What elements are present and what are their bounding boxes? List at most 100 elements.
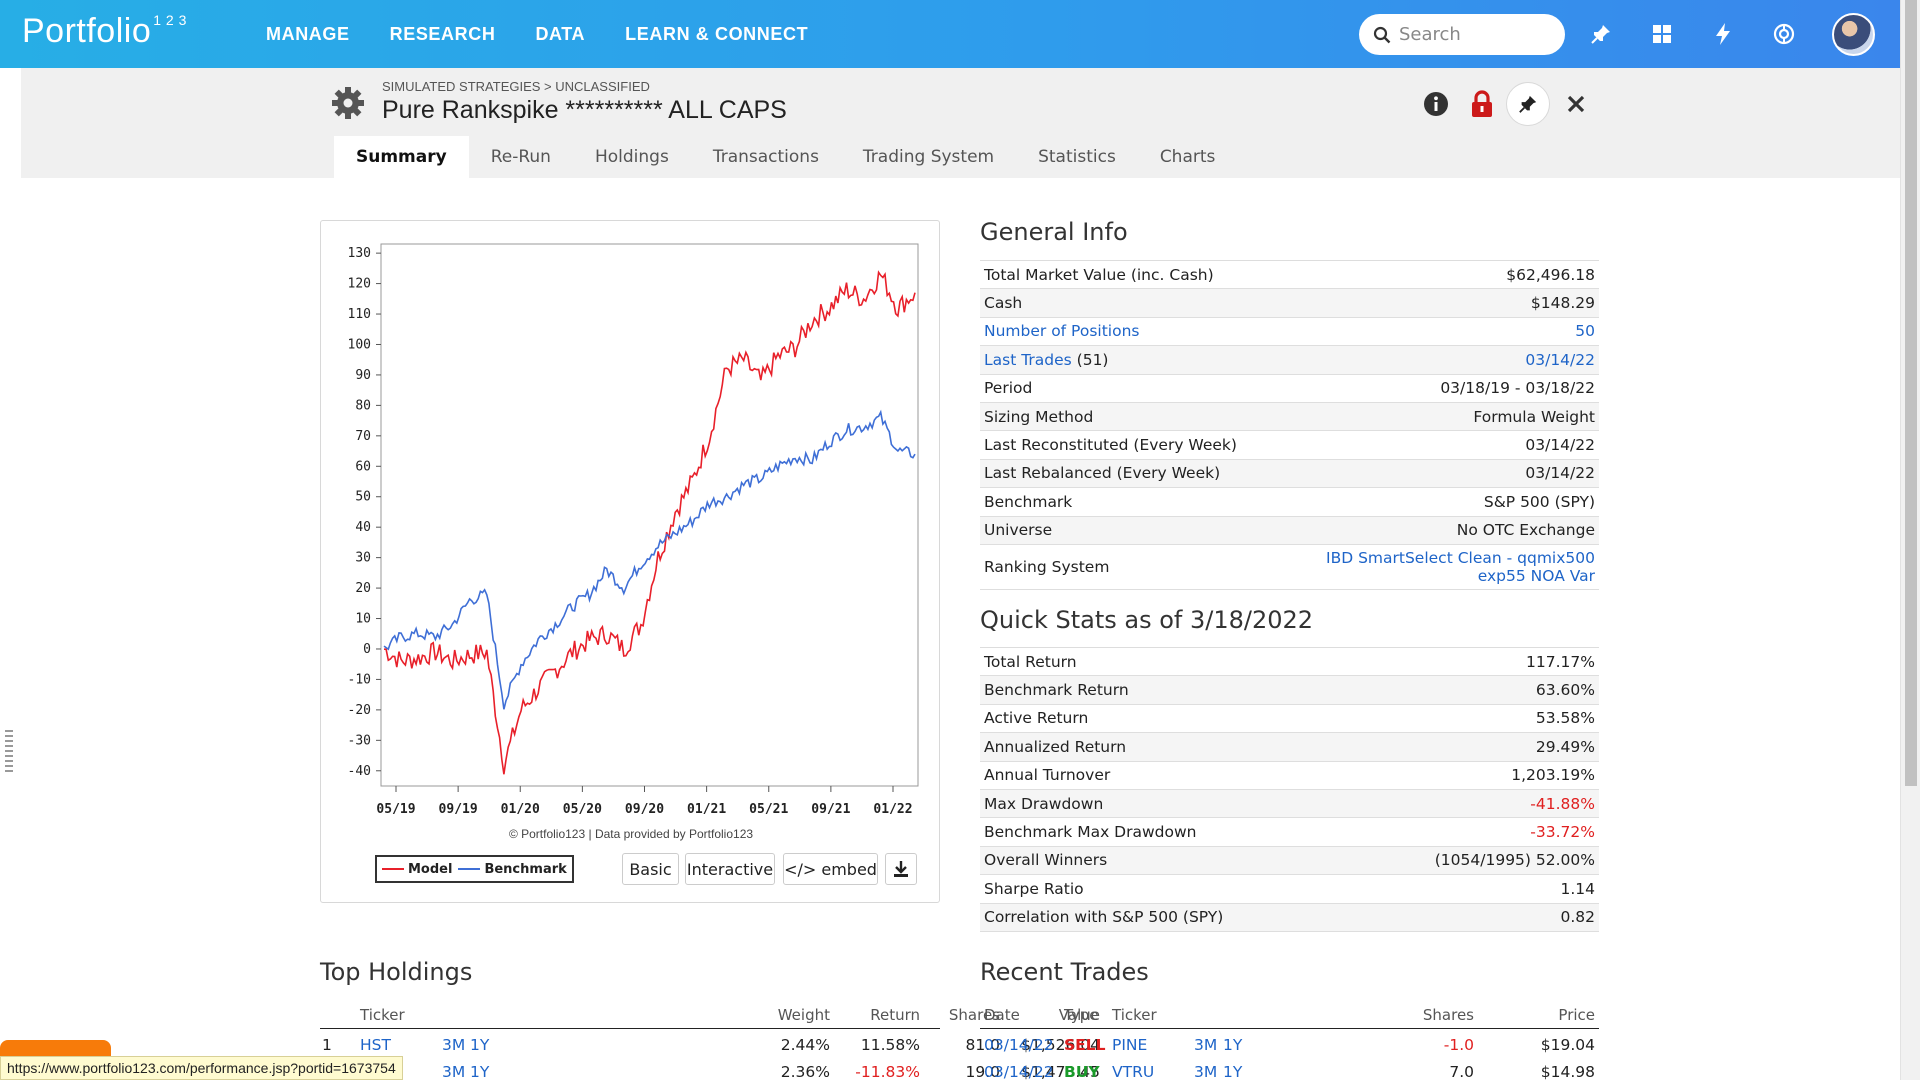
interactive-button[interactable]: Interactive <box>685 853 775 885</box>
bolt-icon[interactable] <box>1709 20 1737 48</box>
info-value-text: 03/14/22 <box>1525 350 1595 369</box>
info-label-text: Annual Turnover <box>984 766 1111 785</box>
side-drag-handle[interactable] <box>5 730 13 774</box>
x-tick-label: 09/19 <box>439 802 478 817</box>
info-label: Period <box>984 379 1032 397</box>
info-row: Last Reconstituted (Every Week) 03/14/22 <box>980 431 1599 460</box>
position-value: $1,473.45 <box>1021 1063 1100 1080</box>
period-3m-link[interactable]: 3M <box>442 1036 466 1054</box>
ticker-link[interactable]: HST <box>360 1036 391 1054</box>
ticker-link[interactable]: PINE <box>1112 1036 1148 1054</box>
gear-icon[interactable] <box>330 85 366 125</box>
ticker-link[interactable]: VTRU <box>1112 1063 1155 1080</box>
y-tick-label: 130 <box>348 246 371 261</box>
trades-header[interactable]: Type <box>1064 1006 1099 1024</box>
period-1y-link[interactable]: 1Y <box>1223 1036 1243 1054</box>
info-value-text: 03/18/19 - 03/18/22 <box>1440 379 1595 398</box>
info-row: Annual Turnover 1,203.19% <box>980 762 1599 790</box>
x-tick-label: 09/21 <box>811 802 850 817</box>
download-button[interactable] <box>885 853 917 885</box>
info-label: Benchmark Max Drawdown <box>984 823 1197 841</box>
info-label[interactable]: Number of Positions <box>984 322 1139 340</box>
info-value[interactable]: 03/14/22 <box>1525 351 1595 369</box>
tab-charts[interactable]: Charts <box>1159 147 1216 167</box>
tab-trading-system[interactable]: Trading System <box>862 147 995 167</box>
info-value: 03/14/22 <box>1525 436 1595 454</box>
info-row: Benchmark Return 63.60% <box>980 676 1599 705</box>
lock-icon[interactable] <box>1466 88 1498 120</box>
holdings-header[interactable]: Weight <box>777 1006 830 1024</box>
info-label-suffix: (51) <box>1071 350 1109 369</box>
period-1y-link[interactable]: 1Y <box>470 1063 490 1080</box>
legend-benchmark[interactable]: Benchmark <box>458 862 567 877</box>
period-3m-link[interactable]: 3M <box>442 1063 466 1080</box>
tab-statistics[interactable]: Statistics <box>1038 147 1116 167</box>
trade-date-link[interactable]: 03/14/22 <box>984 1036 1054 1054</box>
close-icon[interactable] <box>1560 88 1592 120</box>
info-label-text[interactable]: Number of Positions <box>984 322 1140 341</box>
legend-model[interactable]: Model <box>382 862 452 877</box>
trades-header[interactable]: Shares <box>1422 1006 1474 1024</box>
holdings-header[interactable]: Return <box>870 1006 920 1024</box>
info-value-text: 29.49% <box>1535 737 1595 756</box>
trade-date-link[interactable]: 03/14/22 <box>984 1063 1054 1080</box>
period-3m-link[interactable]: 3M <box>1194 1063 1218 1080</box>
embed-button[interactable]: </> embed <box>783 853 878 885</box>
nav-research[interactable]: RESEARCH <box>389 23 496 44</box>
info-row: Correlation with S&P 500 (SPY) 0.82 <box>980 903 1599 932</box>
apps-grid-icon[interactable] <box>1648 20 1676 48</box>
holdings-header[interactable]: Value <box>1058 1006 1100 1024</box>
holdings-header[interactable]: Ticker <box>360 1006 405 1024</box>
row-number: 1 <box>322 1036 332 1054</box>
y-tick-label: 50 <box>355 490 371 505</box>
info-row: Cash $148.29 <box>980 289 1599 318</box>
basic-button[interactable]: Basic <box>622 853 679 885</box>
series-line-benchmark[interactable] <box>383 409 916 710</box>
tab-summary[interactable]: Summary <box>334 136 469 178</box>
scrollbar-thumb[interactable] <box>1905 0 1917 786</box>
trades-header[interactable]: Date <box>984 1006 1020 1024</box>
y-tick-label: 40 <box>355 520 371 535</box>
info-value[interactable]: IBD SmartSelect Clean - qqmix500 exp55 NO… <box>1326 549 1595 585</box>
pin-icon[interactable] <box>1587 20 1615 48</box>
holdings-header[interactable]: Shares <box>948 1006 1000 1024</box>
info-value-text: Formula Weight <box>1473 407 1595 426</box>
period-3m-link[interactable]: 3M <box>1194 1036 1218 1054</box>
y-tick-label: 30 <box>355 551 371 566</box>
nav-data[interactable]: DATA <box>535 23 586 44</box>
nav-learn-connect[interactable]: LEARN & CONNECT <box>625 23 809 44</box>
info-label: Total Return <box>984 653 1077 671</box>
info-icon[interactable] <box>1420 88 1452 120</box>
info-label-text[interactable]: Last Trades <box>984 350 1072 369</box>
trades-header[interactable]: Price <box>1558 1006 1595 1024</box>
recent-trades-table: Date Type Ticker Shares Price 03/14/22 SELL PIN… <box>980 996 1599 1080</box>
info-label-text: Total Return <box>984 652 1077 671</box>
period-1y-link[interactable]: 1Y <box>470 1036 490 1054</box>
tab-holdings[interactable]: Holdings <box>594 147 669 167</box>
pin-button[interactable] <box>1506 82 1550 126</box>
page-scrollbar[interactable] <box>1900 0 1920 1080</box>
info-value: (1054/1995) 52.00% <box>1435 851 1595 869</box>
info-value-text: 03/14/22 <box>1525 464 1595 483</box>
info-row: Overall Winners (1054/1995) 52.00% <box>980 846 1599 876</box>
avatar[interactable] <box>1832 13 1875 56</box>
search-input[interactable] <box>1399 24 1549 45</box>
trade-price: $14.98 <box>1540 1063 1595 1080</box>
breadcrumb[interactable]: SIMULATED STRATEGIES > UNCLASSIFIED <box>382 79 650 94</box>
tab-transactions[interactable]: Transactions <box>712 147 819 167</box>
performance-chart[interactable]: 1301201101009080706050403020100-10-20-30… <box>321 221 941 821</box>
series-line-model[interactable] <box>384 270 916 775</box>
period-1y-link[interactable]: 1Y <box>1223 1063 1243 1080</box>
info-label: Last Reconstituted (Every Week) <box>984 436 1237 454</box>
info-value[interactable]: 50 <box>1575 322 1595 340</box>
globe-icon[interactable] <box>1770 20 1798 48</box>
nav-manage[interactable]: MANAGE <box>266 23 350 44</box>
logo-superscript: 1 2 3 <box>153 12 187 28</box>
info-value-text: No OTC Exchange <box>1456 521 1595 540</box>
info-label[interactable]: Last Trades (51) <box>984 351 1108 369</box>
portfolio123-logo[interactable]: Portfolio 1 2 3 <box>22 12 187 51</box>
general-info-title: General Info <box>980 218 1128 246</box>
trades-header[interactable]: Ticker <box>1112 1006 1157 1024</box>
tab-rerun[interactable]: Re-Run <box>490 147 551 167</box>
search-box[interactable] <box>1359 14 1565 55</box>
